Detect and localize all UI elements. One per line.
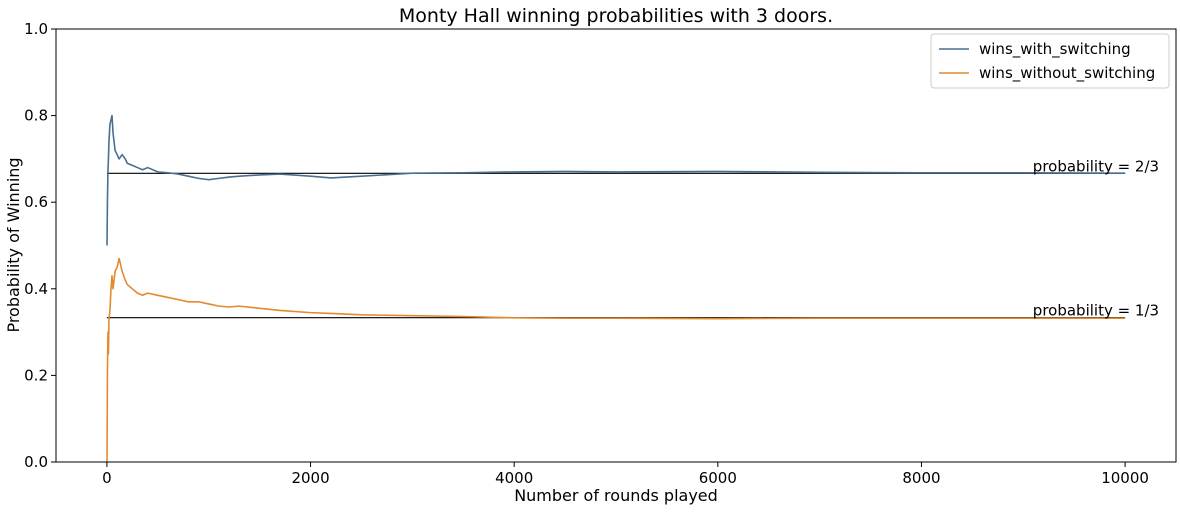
x-tick-label: 4000	[495, 469, 533, 487]
y-tick-label: 1.0	[24, 20, 48, 38]
y-tick-label: 0.8	[24, 107, 48, 125]
x-tick-label: 10000	[1101, 469, 1149, 487]
plot-frame	[55, 28, 1177, 463]
legend-label-wins_with_switching: wins_with_switching	[979, 40, 1131, 59]
legend: wins_with_switching wins_without_switchin…	[930, 33, 1170, 89]
x-axis: 0 2000 4000 6000 8000 10000	[102, 462, 1149, 487]
y-tick-label: 0.2	[24, 366, 48, 384]
reference-label-0: probability = 2/3	[1033, 157, 1159, 175]
y-tick-label: 0.6	[24, 193, 48, 211]
reference-label-1: probability = 1/3	[1033, 302, 1159, 320]
y-tick-label: 0.4	[24, 280, 48, 298]
legend-label-wins_without_switching: wins_without_switching	[979, 64, 1155, 83]
y-tick-label: 0.0	[24, 453, 48, 471]
chart-title: Monty Hall winning probabilities with 3 …	[399, 5, 833, 27]
x-tick-label: 8000	[902, 469, 940, 487]
series-lines	[106, 114, 1126, 463]
x-tick-label: 2000	[291, 469, 329, 487]
legend-box	[930, 33, 1170, 89]
x-tick-label: 0	[102, 469, 112, 487]
y-axis: 0.0 0.2 0.4 0.6 0.8 1.0	[24, 20, 56, 471]
x-axis-label: Number of rounds played	[514, 486, 718, 505]
reference-lines	[106, 172, 1126, 319]
series-line-wins_with_switching	[106, 114, 1126, 246]
series-line-wins_without_switching	[106, 257, 1126, 463]
reference-labels: probability = 2/3 probability = 1/3	[1033, 157, 1159, 319]
y-axis-label: Probability of Winning	[4, 157, 23, 332]
x-tick-label: 6000	[699, 469, 737, 487]
